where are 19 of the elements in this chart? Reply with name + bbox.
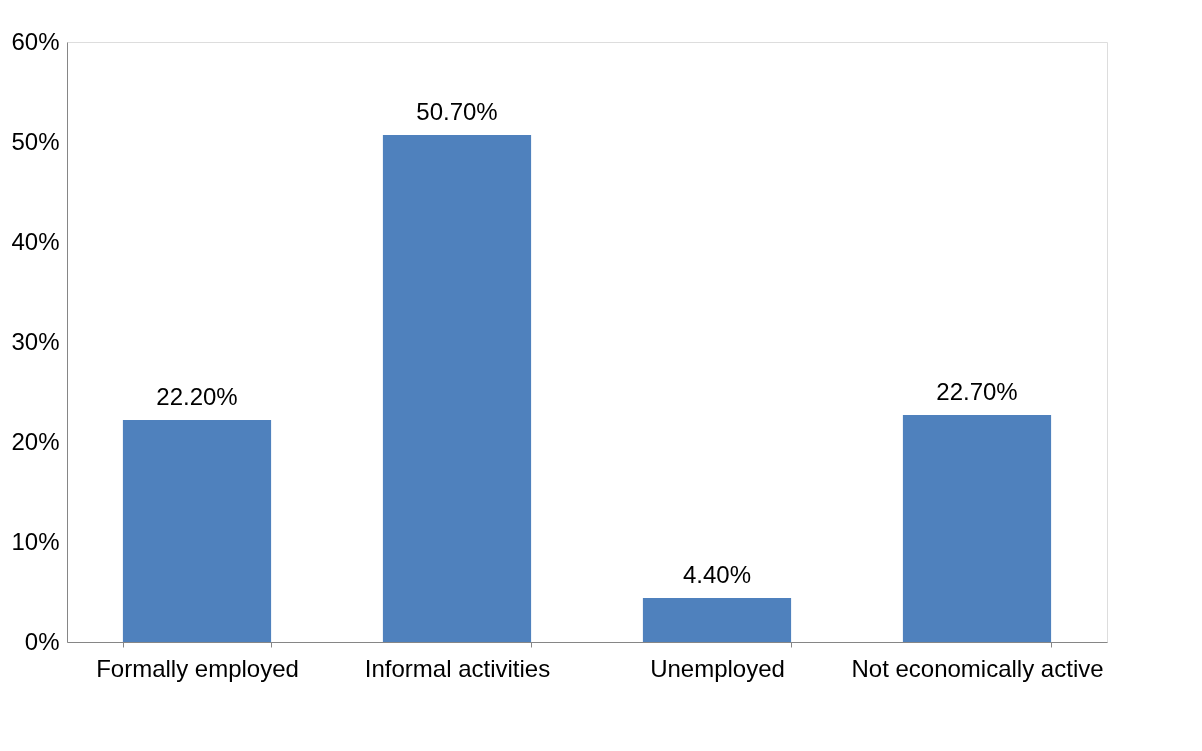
bar xyxy=(382,135,532,642)
x-tick-label: Formally employed xyxy=(96,654,299,682)
bar xyxy=(122,420,272,642)
y-tick-label: 40% xyxy=(11,227,60,255)
data-label: 4.40% xyxy=(682,561,752,588)
bar xyxy=(902,415,1052,642)
bar xyxy=(642,598,792,642)
x-tick-label: Not economically active xyxy=(851,654,1104,682)
y-tick-label: 10% xyxy=(11,527,60,555)
data-label: 22.20% xyxy=(156,383,238,410)
y-tick-label: 60% xyxy=(11,27,60,55)
x-tick-label: Unemployed xyxy=(650,654,785,682)
data-label: 50.70% xyxy=(416,98,498,125)
y-tick-label: 30% xyxy=(11,327,60,355)
y-tick-label: 50% xyxy=(11,127,60,155)
x-tick-label: Informal activities xyxy=(364,654,551,682)
y-tick-label: 20% xyxy=(11,427,60,455)
y-tick-label: 0% xyxy=(24,627,60,655)
data-label: 22.70% xyxy=(936,378,1018,405)
